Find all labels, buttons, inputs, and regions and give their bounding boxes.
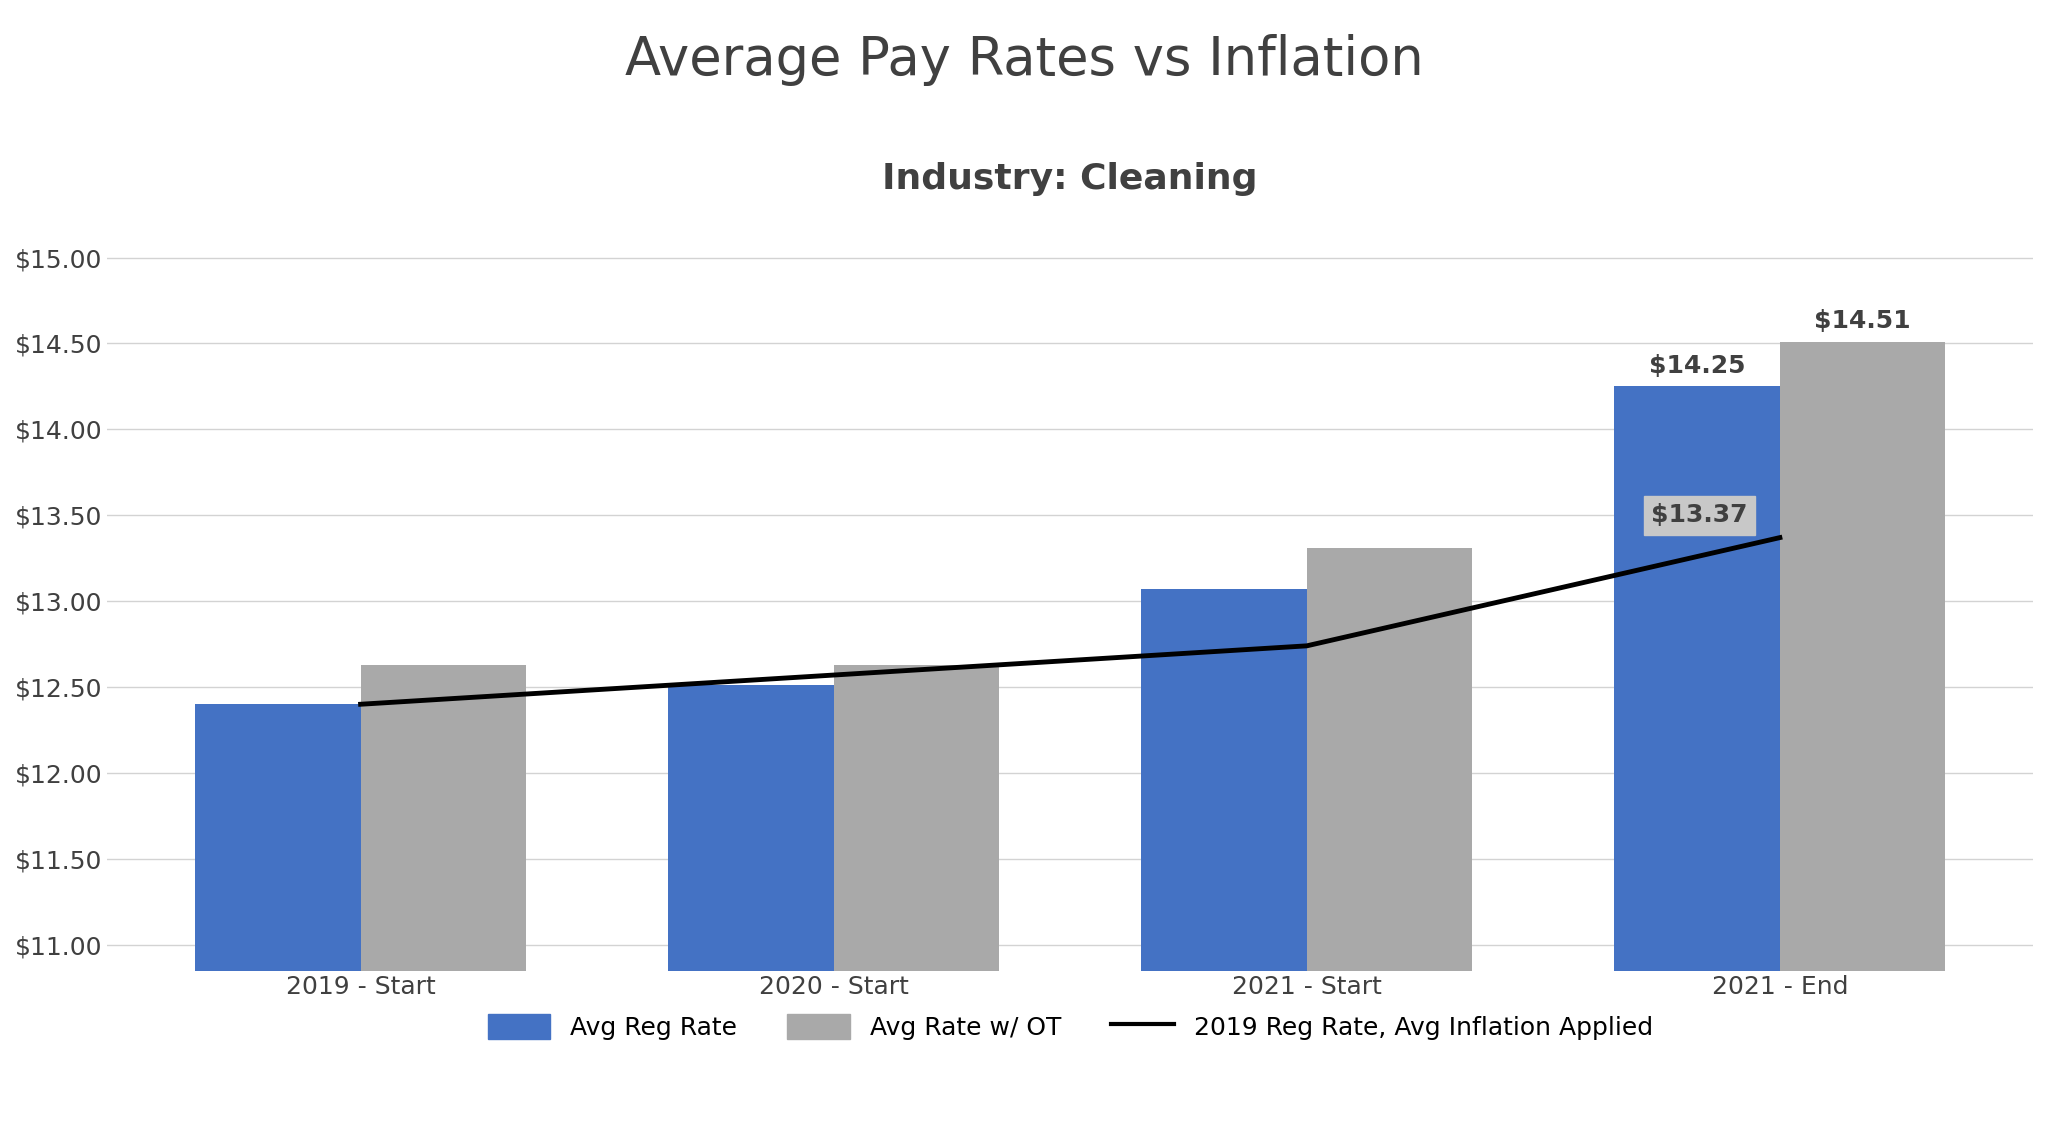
Text: $13.37: $13.37 [1651, 503, 1747, 527]
Bar [1141, 589, 1307, 1148]
Text: $14.25: $14.25 [1649, 354, 1745, 378]
Bar [1614, 387, 1780, 1148]
Text: Average Pay Rates vs Inflation: Average Pay Rates vs Inflation [625, 34, 1423, 86]
Bar [1307, 548, 1473, 1148]
Title: Industry: Cleaning: Industry: Cleaning [883, 162, 1257, 196]
Bar [1780, 342, 1946, 1148]
Bar [195, 704, 360, 1148]
Bar [668, 685, 834, 1148]
Bar [360, 665, 526, 1148]
Bar [834, 665, 999, 1148]
Text: $14.51: $14.51 [1815, 309, 1911, 333]
Legend: Avg Reg Rate, Avg Rate w/ OT, 2019 Reg Rate, Avg Inflation Applied: Avg Reg Rate, Avg Rate w/ OT, 2019 Reg R… [477, 1003, 1663, 1049]
